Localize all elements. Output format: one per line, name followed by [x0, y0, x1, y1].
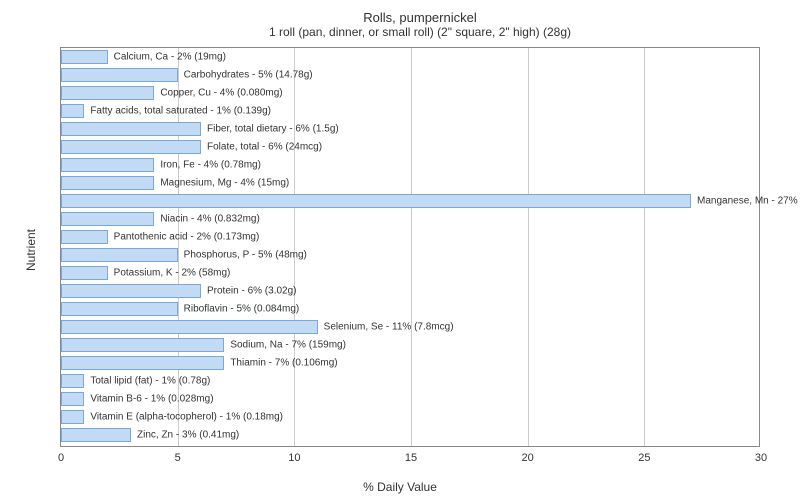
bar-row: Phosphorus, P - 5% (48mg) — [61, 248, 761, 262]
x-tick-label: 0 — [58, 452, 64, 464]
chart-subtitle: 1 roll (pan, dinner, or small roll) (2" … — [60, 25, 780, 39]
y-axis-label: Nutrient — [24, 229, 38, 271]
nutrient-bar-label: Iron, Fe - 4% (0.78mg) — [160, 160, 261, 171]
nutrient-bar — [61, 212, 154, 226]
nutrient-bar — [61, 140, 201, 154]
bar-row: Niacin - 4% (0.832mg) — [61, 212, 761, 226]
bar-row: Fatty acids, total saturated - 1% (0.139… — [61, 104, 761, 118]
x-tick-label: 30 — [755, 452, 767, 464]
nutrient-bar-label: Thiamin - 7% (0.106mg) — [230, 358, 337, 369]
nutrient-bar-label: Pantothenic acid - 2% (0.173mg) — [114, 232, 260, 243]
nutrient-bar-label: Selenium, Se - 11% (7.8mcg) — [324, 322, 454, 333]
nutrient-bar-label: Manganese, Mn - 27% (0.535mg) — [697, 196, 800, 207]
x-axis-label: % Daily Value — [363, 480, 437, 494]
nutrient-bar-label: Phosphorus, P - 5% (48mg) — [184, 250, 307, 261]
nutrient-bar — [61, 158, 154, 172]
bar-row: Vitamin B-6 - 1% (0.028mg) — [61, 392, 761, 406]
bar-row: Iron, Fe - 4% (0.78mg) — [61, 158, 761, 172]
bar-row: Calcium, Ca - 2% (19mg) — [61, 50, 761, 64]
nutrient-bar — [61, 410, 84, 424]
bar-row: Pantothenic acid - 2% (0.173mg) — [61, 230, 761, 244]
nutrient-bar — [61, 194, 691, 208]
nutrient-bar-label: Calcium, Ca - 2% (19mg) — [114, 52, 226, 63]
bar-row: Potassium, K - 2% (58mg) — [61, 266, 761, 280]
bar-row: Protein - 6% (3.02g) — [61, 284, 761, 298]
nutrient-bar-label: Niacin - 4% (0.832mg) — [160, 214, 259, 225]
nutrient-bar — [61, 50, 108, 64]
bar-row: Magnesium, Mg - 4% (15mg) — [61, 176, 761, 190]
bar-row: Folate, total - 6% (24mcg) — [61, 140, 761, 154]
nutrient-bar — [61, 356, 224, 370]
nutrient-bar — [61, 68, 178, 82]
nutrient-bar-label: Total lipid (fat) - 1% (0.78g) — [90, 376, 210, 387]
nutrient-bar-label: Copper, Cu - 4% (0.080mg) — [160, 88, 282, 99]
x-tick-label: 5 — [175, 452, 181, 464]
x-tick-label: 20 — [522, 452, 534, 464]
bar-row: Manganese, Mn - 27% (0.535mg) — [61, 194, 761, 208]
nutrient-bar — [61, 338, 224, 352]
bar-row: Riboflavin - 5% (0.084mg) — [61, 302, 761, 316]
plot-area: 051015202530Calcium, Ca - 2% (19mg)Carbo… — [60, 47, 760, 447]
nutrient-bar — [61, 266, 108, 280]
nutrient-bar-label: Vitamin B-6 - 1% (0.028mg) — [90, 394, 213, 405]
nutrient-bar-label: Potassium, K - 2% (58mg) — [114, 268, 231, 279]
bar-row: Carbohydrates - 5% (14.78g) — [61, 68, 761, 82]
nutrient-bar-label: Protein - 6% (3.02g) — [207, 286, 297, 297]
bar-row: Selenium, Se - 11% (7.8mcg) — [61, 320, 761, 334]
nutrient-bar-label: Fatty acids, total saturated - 1% (0.139… — [90, 106, 271, 117]
nutrient-bar-label: Fiber, total dietary - 6% (1.5g) — [207, 124, 339, 135]
nutrient-bar — [61, 104, 84, 118]
nutrient-bar — [61, 374, 84, 388]
nutrient-bar — [61, 428, 131, 442]
nutrient-bar — [61, 176, 154, 190]
nutrient-bar — [61, 122, 201, 136]
nutrient-bar — [61, 86, 154, 100]
bar-row: Vitamin E (alpha-tocopherol) - 1% (0.18m… — [61, 410, 761, 424]
nutrient-bar-label: Riboflavin - 5% (0.084mg) — [184, 304, 300, 315]
nutrient-bar-label: Carbohydrates - 5% (14.78g) — [184, 70, 313, 81]
nutrient-bar-label: Zinc, Zn - 3% (0.41mg) — [137, 430, 239, 441]
bar-row: Copper, Cu - 4% (0.080mg) — [61, 86, 761, 100]
bar-row: Total lipid (fat) - 1% (0.78g) — [61, 374, 761, 388]
x-tick-label: 25 — [638, 452, 650, 464]
bar-row: Fiber, total dietary - 6% (1.5g) — [61, 122, 761, 136]
nutrient-bar — [61, 320, 318, 334]
chart-title-block: Rolls, pumpernickel 1 roll (pan, dinner,… — [60, 10, 780, 39]
nutrient-bar — [61, 284, 201, 298]
nutrient-bar — [61, 248, 178, 262]
nutrient-chart: Rolls, pumpernickel 1 roll (pan, dinner,… — [0, 0, 800, 500]
nutrient-bar — [61, 230, 108, 244]
nutrient-bar-label: Vitamin E (alpha-tocopherol) - 1% (0.18m… — [90, 412, 283, 423]
nutrient-bar-label: Magnesium, Mg - 4% (15mg) — [160, 178, 289, 189]
chart-title: Rolls, pumpernickel — [60, 10, 780, 25]
bar-row: Sodium, Na - 7% (159mg) — [61, 338, 761, 352]
bar-row: Thiamin - 7% (0.106mg) — [61, 356, 761, 370]
nutrient-bar — [61, 392, 84, 406]
nutrient-bar-label: Folate, total - 6% (24mcg) — [207, 142, 322, 153]
bar-row: Zinc, Zn - 3% (0.41mg) — [61, 428, 761, 442]
nutrient-bar — [61, 302, 178, 316]
x-tick-label: 15 — [405, 452, 417, 464]
nutrient-bar-label: Sodium, Na - 7% (159mg) — [230, 340, 346, 351]
x-tick-label: 10 — [288, 452, 300, 464]
